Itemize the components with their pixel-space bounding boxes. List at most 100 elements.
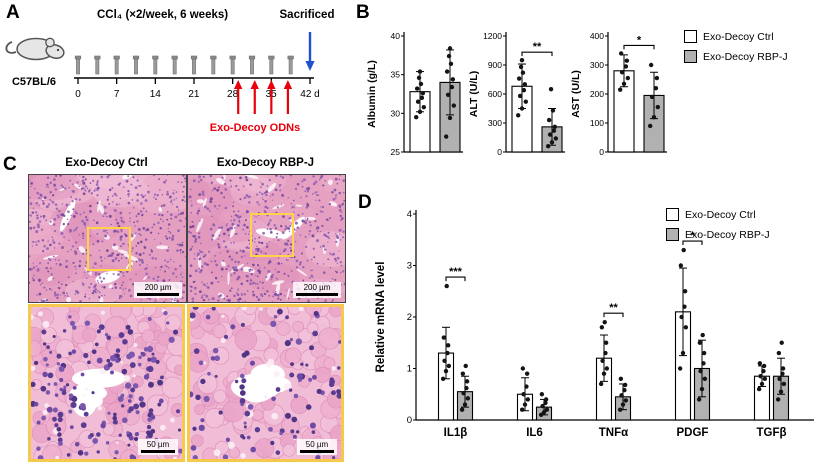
nucleus — [210, 181, 213, 184]
sinusoid — [271, 280, 285, 285]
nucleus — [95, 221, 99, 225]
data-point — [702, 376, 708, 381]
nucleus — [56, 426, 62, 432]
nucleus — [180, 273, 182, 276]
nucleus — [65, 204, 67, 206]
nucleus — [136, 193, 140, 196]
nucleus — [316, 193, 319, 197]
data-point — [446, 53, 452, 59]
odn-arrow-head — [283, 80, 293, 89]
nucleus — [173, 261, 175, 263]
nucleus — [244, 218, 247, 222]
sinusoid — [112, 245, 119, 251]
nucleus — [109, 354, 117, 362]
nucleus — [106, 175, 110, 179]
nucleus — [112, 272, 115, 276]
nucleus — [300, 362, 304, 366]
nucleus — [316, 191, 318, 193]
nucleus — [339, 238, 342, 241]
nucleus — [292, 434, 297, 439]
nucleus — [53, 183, 57, 187]
vessel — [231, 373, 282, 401]
nucleus — [138, 264, 141, 267]
nucleus — [266, 206, 269, 210]
data-point — [618, 376, 624, 381]
nucleus — [30, 182, 33, 185]
nucleus — [229, 289, 232, 292]
nucleus — [98, 296, 101, 299]
data-point — [780, 371, 785, 376]
nucleus — [334, 278, 337, 281]
nucleus — [279, 292, 283, 296]
nucleus — [71, 200, 74, 203]
nucleus — [340, 272, 342, 274]
nucleus — [315, 213, 318, 216]
nucleus — [57, 411, 64, 418]
nucleus — [112, 419, 118, 425]
nucleus — [64, 295, 66, 297]
nucleus — [198, 270, 202, 274]
nucleus — [191, 297, 195, 301]
nucleus — [145, 435, 149, 439]
nucleus — [47, 186, 49, 188]
data-point — [758, 374, 763, 379]
column-header-rbpj: Exo-Decoy RBP-J — [216, 157, 315, 169]
nucleus — [66, 453, 71, 457]
nucleus — [32, 207, 35, 209]
nucleus — [189, 225, 193, 229]
nucleus — [334, 257, 336, 260]
scale-bar-label: 200 µm — [303, 282, 331, 292]
nucleus — [232, 205, 234, 208]
nucleus — [143, 374, 150, 380]
data-point — [679, 314, 684, 320]
nucleus — [157, 402, 162, 407]
nucleus — [270, 320, 277, 328]
nucleus — [264, 252, 267, 255]
nucleus — [211, 297, 215, 301]
data-point — [604, 366, 610, 371]
nucleus — [84, 265, 87, 267]
injection-mark-icon — [288, 58, 293, 75]
sinusoid — [196, 199, 205, 204]
nucleus — [248, 270, 251, 273]
nucleus — [175, 197, 178, 200]
nucleus — [270, 275, 274, 279]
scale-bar: 200 µm — [293, 281, 341, 298]
nucleus — [343, 282, 345, 286]
nucleus — [237, 288, 239, 290]
nucleus — [234, 214, 238, 217]
nucleus — [275, 450, 281, 455]
nucleus — [326, 235, 330, 239]
nucleus — [46, 406, 53, 413]
nucleus — [168, 230, 170, 233]
nucleus — [48, 257, 50, 260]
data-point — [444, 283, 449, 289]
nucleus — [147, 357, 152, 362]
scale-bar: 50 µm — [297, 438, 337, 455]
nucleus — [76, 181, 79, 184]
hepatocyte — [314, 366, 331, 383]
nucleus — [244, 175, 248, 179]
nucleus — [289, 256, 291, 258]
nucleus — [201, 281, 203, 283]
nucleus — [135, 260, 138, 263]
nucleus — [139, 401, 146, 408]
nucleus — [222, 232, 226, 236]
nucleus — [175, 205, 179, 209]
nucleus — [69, 179, 72, 182]
nucleus — [29, 220, 32, 223]
nucleus — [196, 212, 199, 215]
sig-bracket — [445, 276, 466, 282]
nucleus — [166, 265, 168, 268]
nucleus — [341, 270, 345, 273]
nucleus — [114, 256, 118, 260]
hepatocyte — [234, 328, 258, 351]
data-point — [548, 86, 554, 92]
nucleus — [42, 299, 46, 302]
nucleus — [192, 307, 199, 311]
nucleus — [50, 199, 52, 202]
nucleus — [247, 404, 254, 410]
sinusoid — [327, 179, 333, 186]
y-tick-label: 3 — [407, 261, 412, 272]
odn-arrow-head — [250, 80, 259, 89]
